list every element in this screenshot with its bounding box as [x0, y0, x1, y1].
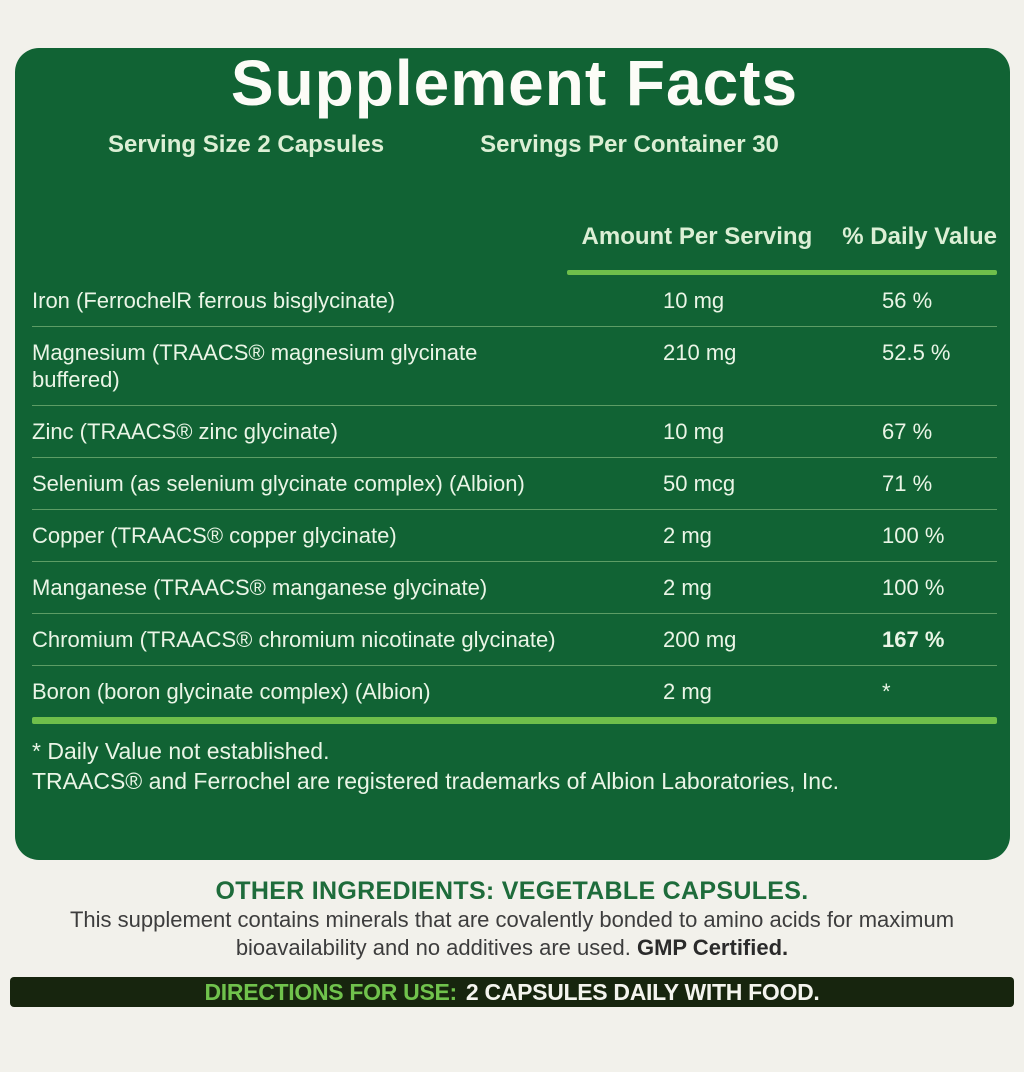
header-underline [567, 270, 997, 275]
other-ingredients-heading: OTHER INGREDIENTS: VEGETABLE CAPSULES. [215, 877, 809, 905]
table-row: Zinc (TRAACS® zinc glycinate) 10 mg 67 % [32, 405, 997, 457]
gmp-certified: GMP Certified. [636, 934, 789, 960]
table-row: Chromium (TRAACS® chromium nicotinate gl… [32, 613, 997, 665]
footnote-daily-value: * Daily Value not established. [32, 738, 330, 764]
amount-value: 2 mg [663, 679, 712, 704]
table-row: Manganese (TRAACS® manganese glycinate) … [32, 561, 997, 613]
ingredient-name: Manganese (TRAACS® manganese glycinate) [32, 575, 488, 600]
directions-bar: DIRECTIONS FOR USE: 2 CAPSULES DAILY WIT… [10, 977, 1014, 1007]
daily-value: 100 % [882, 523, 945, 548]
table-row: Copper (TRAACS® copper glycinate) 2 mg 1… [32, 509, 997, 561]
table-row: Iron (FerrochelR ferrous bisglycinate) 1… [32, 275, 997, 326]
amount-value: 2 mg [663, 575, 712, 600]
daily-value: 167 % [882, 627, 945, 652]
column-header-daily-value: % Daily Value [842, 223, 997, 250]
daily-value: 67 % [882, 419, 933, 444]
directions-text: 2 CAPSULES DAILY WITH FOOD. [465, 978, 820, 1005]
ingredient-name: Magnesium (TRAACS® magnesium glycinate bu… [32, 340, 478, 392]
table-row: Magnesium (TRAACS® magnesium glycinate bu… [32, 326, 997, 405]
amount-value: 10 mg [663, 419, 725, 444]
facts-table: Iron (FerrochelR ferrous bisglycinate) 1… [32, 275, 997, 717]
page-background: { "panel": { "title": "Supplement Facts"… [0, 48, 1024, 1072]
supplement-facts-panel: Supplement Facts Serving Size 2 Capsules… [15, 48, 1010, 860]
description-body: This supplement contains minerals that a… [69, 907, 955, 960]
footnotes: * Daily Value not established. TRAACS® a… [32, 736, 997, 796]
daily-value: 56 % [882, 288, 933, 313]
ingredient-name: Zinc (TRAACS® zinc glycinate) [32, 419, 338, 444]
daily-value: 100 % [882, 575, 945, 600]
servings-per-container: Servings Per Container 30 [480, 131, 779, 158]
amount-value: 50 mcg [663, 471, 736, 496]
ingredient-name: Chromium (TRAACS® chromium nicotinate gl… [32, 627, 556, 652]
ingredient-name: Boron (boron glycinate complex) (Albion) [32, 679, 431, 704]
footnote-trademark: TRAACS® and Ferrochel are registered tra… [32, 768, 839, 794]
daily-value: 52.5 % [882, 340, 951, 365]
table-row: Selenium (as selenium glycinate complex)… [32, 457, 997, 509]
panel-title: Supplement Facts [230, 47, 799, 119]
daily-value: * [882, 679, 891, 704]
amount-value: 2 mg [663, 523, 712, 548]
ingredient-name: Iron (FerrochelR ferrous bisglycinate) [32, 288, 396, 313]
directions-label: DIRECTIONS FOR USE: [204, 978, 458, 1005]
serving-size: Serving Size 2 Capsules [108, 131, 385, 158]
table-bottom-rule [32, 717, 997, 724]
table-row: Boron (boron glycinate complex) (Albion)… [32, 665, 997, 717]
daily-value: 71 % [882, 471, 933, 496]
description-text: This supplement contains minerals that a… [57, 906, 967, 961]
amount-value: 10 mg [663, 288, 725, 313]
serving-info: Serving Size 2 Capsules Servings Per Con… [32, 130, 997, 160]
ingredient-name: Selenium (as selenium glycinate complex)… [32, 471, 525, 496]
ingredient-name: Copper (TRAACS® copper glycinate) [32, 523, 397, 548]
column-header-amount: Amount Per Serving [581, 223, 813, 250]
amount-value: 210 mg [663, 340, 737, 365]
column-headers: Amount Per Serving % Daily Value [32, 222, 997, 252]
amount-value: 200 mg [663, 627, 737, 652]
